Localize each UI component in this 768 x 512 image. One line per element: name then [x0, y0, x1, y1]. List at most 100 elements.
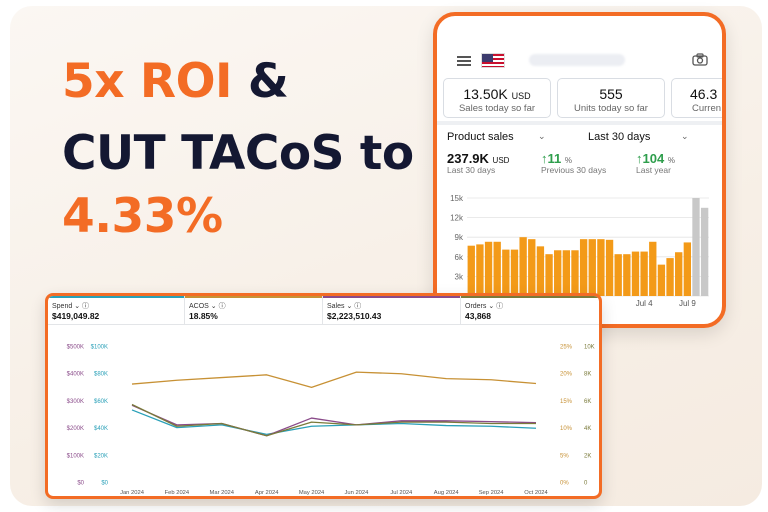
metric-value: 18.85% [189, 311, 218, 321]
metric-label: Spend [52, 303, 73, 310]
info-icon: ⓘ [496, 303, 504, 310]
chart-bar [640, 251, 648, 296]
metric-acos[interactable]: ACOS ⌄ ⓘ 18.85% [185, 296, 323, 324]
sales-axis-label: $100K [67, 453, 84, 459]
kpi-value: 11 [547, 151, 562, 166]
kpi-prev-change: ↑11 % [541, 151, 572, 166]
camera-icon[interactable] [692, 53, 708, 66]
x-tick-label: Apr 2024 [255, 490, 279, 496]
chart-bar [675, 252, 683, 296]
x-tick-label: Aug 2024 [434, 490, 460, 496]
metric-label: Sales [327, 303, 345, 310]
hamburger-menu-icon[interactable] [457, 56, 471, 66]
sales-axis-label: $0 [77, 481, 84, 487]
stat-value: 46.3 [690, 86, 718, 102]
chart-bar [700, 207, 709, 296]
kpi-label: Previous 30 days [541, 165, 607, 175]
headline-roi: 5x ROI [62, 54, 233, 109]
headline-line-3: 4.33% [62, 189, 223, 244]
spend-axis-label: $80K [94, 372, 108, 378]
metric-value: $419,049.82 [52, 311, 100, 321]
metric-label: Orders [465, 303, 487, 310]
x-tick-label: Jul 9 [679, 299, 696, 308]
metric-color-bar [323, 296, 460, 298]
spend-axis-label: $0 [101, 481, 108, 487]
sales-axis-label: $300K [67, 399, 84, 405]
metric-sales[interactable]: Sales ⌄ ⓘ $2,223,510.43 [323, 296, 461, 324]
chart-bar [597, 239, 605, 296]
y-tick-label: 12k [450, 214, 464, 223]
arrow-up-icon: ↑ [636, 151, 643, 166]
y-tick-label: 6k [455, 253, 464, 262]
info-icon: ⓘ [354, 303, 362, 310]
acos-axis-label: 0% [560, 481, 569, 487]
acos-axis-label: 10% [560, 426, 573, 432]
chart-bar [467, 245, 475, 296]
kpi-unit: USD [492, 156, 510, 165]
headline-ampersand: & [232, 54, 289, 109]
orders-axis-label: 0 [584, 481, 588, 487]
kpi-value: 237.9K [447, 151, 489, 166]
acos-axis-label: 25% [560, 345, 573, 351]
kpi-label: Last 30 days [447, 165, 496, 175]
chart-bar [623, 254, 631, 296]
chart-bar [692, 198, 700, 296]
x-tick-label: Feb 2024 [165, 490, 190, 496]
orders-axis-label: 6K [584, 399, 591, 405]
kpi-unit: % [564, 156, 572, 165]
stat-sales-today[interactable]: 13.50K USD Sales today so far [443, 78, 551, 118]
spend-axis-label: $40K [94, 426, 108, 432]
chart-bar [554, 250, 562, 296]
spend-axis-label: $20K [94, 453, 108, 459]
x-tick-label: Jan 2024 [120, 490, 145, 496]
metric-color-bar [48, 296, 184, 298]
headline-line-1: 5x ROI & [62, 58, 289, 105]
orders-axis-label: 8K [584, 372, 591, 378]
stat-units-today[interactable]: 555 Units today so far [557, 78, 665, 118]
x-tick-label: Jul 4 [636, 299, 653, 308]
series-line-sales [131, 404, 537, 437]
acos-axis-label: 20% [560, 372, 573, 378]
orders-axis-label: 2K [584, 453, 591, 459]
metric-row-divider [48, 324, 599, 325]
kpi-total-sales: 237.9K USD [447, 151, 509, 166]
metric-color-bar [185, 296, 322, 298]
chart-bar [562, 250, 571, 296]
blurred-store-name [529, 54, 625, 66]
chevron-down-icon[interactable]: ⌄ [681, 131, 689, 141]
chart-bar [631, 251, 640, 296]
chart-bar [579, 239, 588, 296]
metric-value: 43,868 [465, 311, 491, 321]
chart-bar [614, 254, 622, 296]
performance-line-chart: $0 $0 0% 0 $100K $20K 5% 2K $200K $40K 10% 4K $300K $… [67, 345, 595, 497]
chart-bar [649, 241, 657, 296]
stat-current[interactable]: 46.3 Curren [671, 78, 722, 118]
chart-bar [605, 239, 614, 296]
metric-orders[interactable]: Orders ⌄ ⓘ 43,868 [461, 296, 599, 324]
chart-bar [683, 242, 692, 296]
chart-bar [545, 254, 553, 296]
kpi-value: 104 [642, 151, 665, 166]
chevron-down-icon[interactable]: ⌄ [538, 131, 546, 141]
x-tick-label: Oct 2024 [524, 490, 548, 496]
sales-axis-label: $200K [67, 426, 84, 432]
chart-bar [502, 249, 510, 296]
x-tick-label: Sep 2024 [479, 490, 505, 496]
x-tick-label: Jun 2024 [345, 490, 370, 496]
stat-value: 13.50K [463, 86, 508, 102]
sales-axis-label: $500K [67, 345, 84, 351]
range-dropdown[interactable]: Last 30 days [588, 131, 651, 143]
y-tick-label: 15k [450, 194, 464, 203]
kpi-unit: % [667, 156, 675, 165]
series-line-spend [131, 409, 537, 436]
acos-axis-label: 5% [560, 453, 569, 459]
series-line-acos [131, 371, 537, 388]
y-tick-label: 9k [455, 233, 464, 242]
us-flag-icon[interactable] [481, 53, 505, 68]
metric-spend[interactable]: Spend ⌄ ⓘ $419,049.82 [48, 296, 185, 324]
chart-bar [536, 246, 545, 296]
acos-axis-label: 15% [560, 399, 573, 405]
stat-label: Curren [692, 103, 722, 114]
metric-dropdown[interactable]: Product sales [447, 131, 514, 143]
